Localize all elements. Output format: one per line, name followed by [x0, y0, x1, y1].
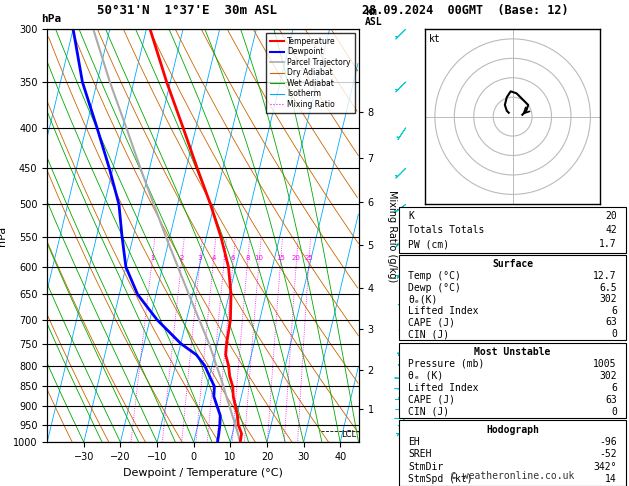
Text: θₑ(K): θₑ(K) [408, 294, 438, 304]
Text: 6: 6 [231, 255, 235, 261]
Text: Dewp (°C): Dewp (°C) [408, 282, 461, 293]
Text: km
ASL: km ASL [365, 7, 382, 27]
Text: 8: 8 [245, 255, 250, 261]
Text: -52: -52 [599, 450, 617, 459]
Text: Most Unstable: Most Unstable [474, 347, 551, 357]
Text: 302: 302 [599, 294, 617, 304]
Text: 15: 15 [276, 255, 285, 261]
Text: θₑ (K): θₑ (K) [408, 371, 443, 381]
Text: 302: 302 [599, 371, 617, 381]
Text: Pressure (mb): Pressure (mb) [408, 359, 485, 369]
Text: 14: 14 [605, 474, 617, 484]
Text: Surface: Surface [492, 259, 533, 269]
FancyBboxPatch shape [399, 343, 626, 418]
Text: 0: 0 [611, 329, 617, 339]
FancyBboxPatch shape [399, 255, 626, 340]
Text: 2: 2 [179, 255, 184, 261]
Text: CAPE (J): CAPE (J) [408, 395, 455, 405]
FancyBboxPatch shape [399, 420, 626, 486]
Text: 20: 20 [605, 211, 617, 222]
Text: Lifted Index: Lifted Index [408, 382, 479, 393]
Text: Temp (°C): Temp (°C) [408, 271, 461, 281]
Text: 12.7: 12.7 [593, 271, 617, 281]
Legend: Temperature, Dewpoint, Parcel Trajectory, Dry Adiabat, Wet Adiabat, Isotherm, Mi: Temperature, Dewpoint, Parcel Trajectory… [266, 33, 355, 113]
Text: 28.09.2024  00GMT  (Base: 12): 28.09.2024 00GMT (Base: 12) [362, 4, 569, 17]
Text: 10: 10 [255, 255, 264, 261]
Text: SREH: SREH [408, 450, 432, 459]
Text: -96: -96 [599, 437, 617, 447]
Text: 63: 63 [605, 395, 617, 405]
Text: 342°: 342° [593, 462, 617, 472]
Text: Totals Totals: Totals Totals [408, 226, 485, 235]
Text: 25: 25 [304, 255, 313, 261]
Text: CIN (J): CIN (J) [408, 329, 450, 339]
Text: 1.7: 1.7 [599, 240, 617, 249]
Text: 6.5: 6.5 [599, 282, 617, 293]
Text: EH: EH [408, 437, 420, 447]
Text: © weatheronline.co.uk: © weatheronline.co.uk [451, 471, 574, 481]
Text: 3: 3 [198, 255, 202, 261]
Text: Mixing Ratio (g/kg): Mixing Ratio (g/kg) [387, 190, 397, 282]
Text: Hodograph: Hodograph [486, 425, 539, 434]
Text: 1: 1 [150, 255, 154, 261]
Text: K: K [408, 211, 415, 222]
Text: StmDir: StmDir [408, 462, 443, 472]
Text: 50°31'N  1°37'E  30m ASL: 50°31'N 1°37'E 30m ASL [97, 4, 277, 17]
Text: hPa: hPa [41, 14, 61, 24]
Y-axis label: hPa: hPa [0, 226, 8, 246]
X-axis label: Dewpoint / Temperature (°C): Dewpoint / Temperature (°C) [123, 468, 283, 478]
Text: CIN (J): CIN (J) [408, 407, 450, 417]
Text: PW (cm): PW (cm) [408, 240, 450, 249]
Text: Lifted Index: Lifted Index [408, 306, 479, 316]
Text: 4: 4 [211, 255, 216, 261]
Text: 1005: 1005 [593, 359, 617, 369]
Text: StmSpd (kt): StmSpd (kt) [408, 474, 473, 484]
Text: 63: 63 [605, 317, 617, 328]
Text: 6: 6 [611, 382, 617, 393]
Text: 20: 20 [292, 255, 301, 261]
Text: kt: kt [428, 35, 440, 44]
Text: CAPE (J): CAPE (J) [408, 317, 455, 328]
Text: 0: 0 [611, 407, 617, 417]
Text: 6: 6 [611, 306, 617, 316]
FancyBboxPatch shape [399, 207, 626, 253]
Text: 5: 5 [222, 255, 226, 261]
Text: LCL: LCL [342, 430, 357, 439]
Text: 42: 42 [605, 226, 617, 235]
